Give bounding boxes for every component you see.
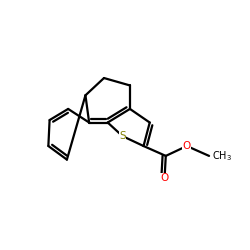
Text: O: O (160, 173, 169, 183)
Text: O: O (183, 141, 191, 151)
Text: CH$_3$: CH$_3$ (212, 149, 232, 163)
Text: S: S (119, 131, 126, 141)
